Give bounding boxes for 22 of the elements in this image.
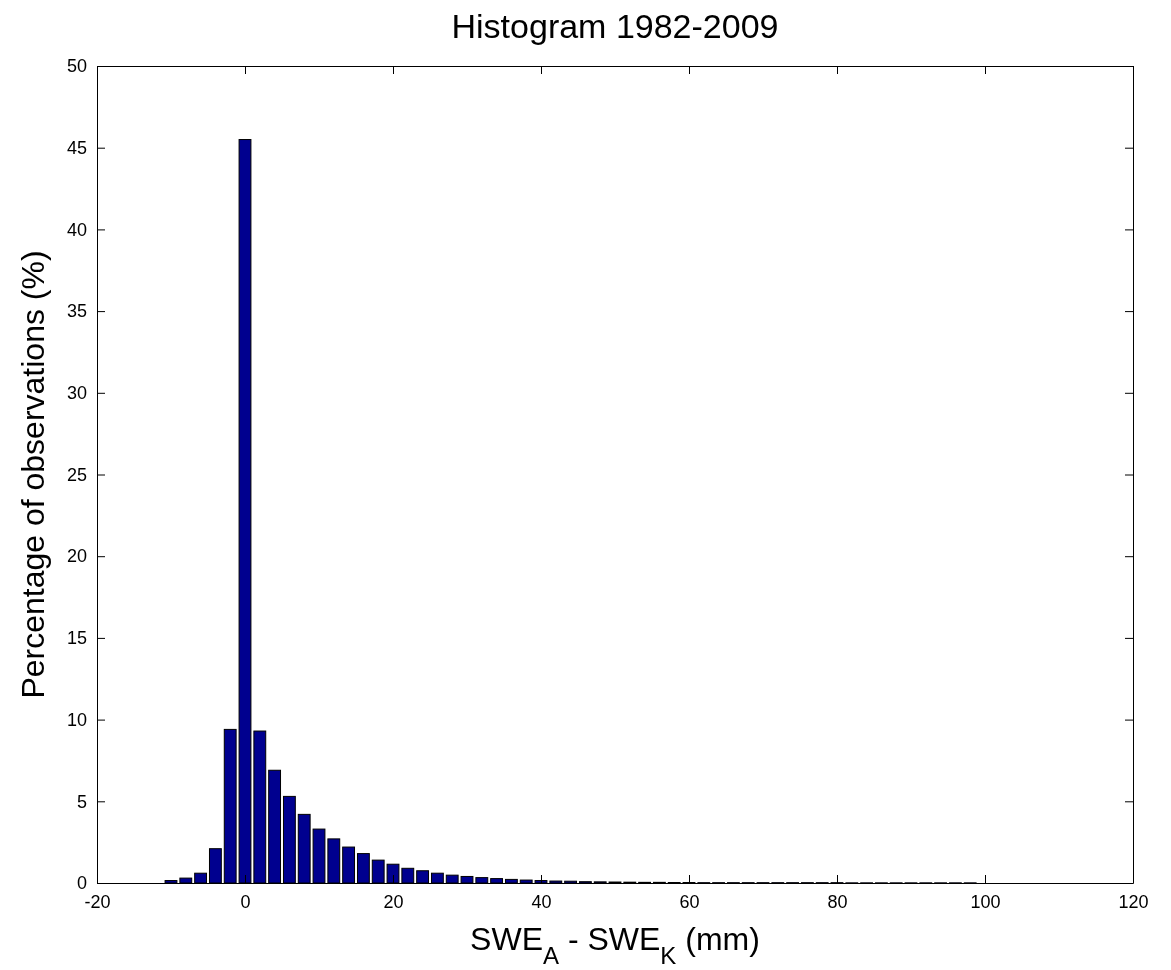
y-tick-label: 45 xyxy=(66,137,87,158)
y-tick-label: 0 xyxy=(76,873,87,894)
x-tick-label: 100 xyxy=(970,891,1001,912)
x-tick-label: 60 xyxy=(679,891,700,912)
x-axis-title: SWE$_{A}$ - SWE$_{K}$ (mm) xyxy=(470,921,760,969)
chart-title: Histogram 1982-2009 xyxy=(451,7,779,45)
y-tick-label: 40 xyxy=(66,219,87,240)
y-tick-label: 10 xyxy=(66,709,87,730)
x-tick-label: -20 xyxy=(84,891,111,912)
y-tick-label: 5 xyxy=(76,791,87,812)
y-tick-label: 15 xyxy=(66,628,87,649)
y-tick-label: 30 xyxy=(66,383,87,404)
x-tick-label: 40 xyxy=(531,891,552,912)
y-tick-label: 25 xyxy=(66,464,87,485)
x-tick-label: 0 xyxy=(240,891,251,912)
x-tick-label: 20 xyxy=(383,891,404,912)
x-tick-label: 120 xyxy=(1118,891,1149,912)
x-tick-label: 80 xyxy=(827,891,848,912)
y-tick-label: 50 xyxy=(66,56,87,77)
y-axis-title: Percentage of observations (%) xyxy=(15,250,51,699)
y-tick-label: 35 xyxy=(66,301,87,322)
y-tick-label: 20 xyxy=(66,546,87,567)
